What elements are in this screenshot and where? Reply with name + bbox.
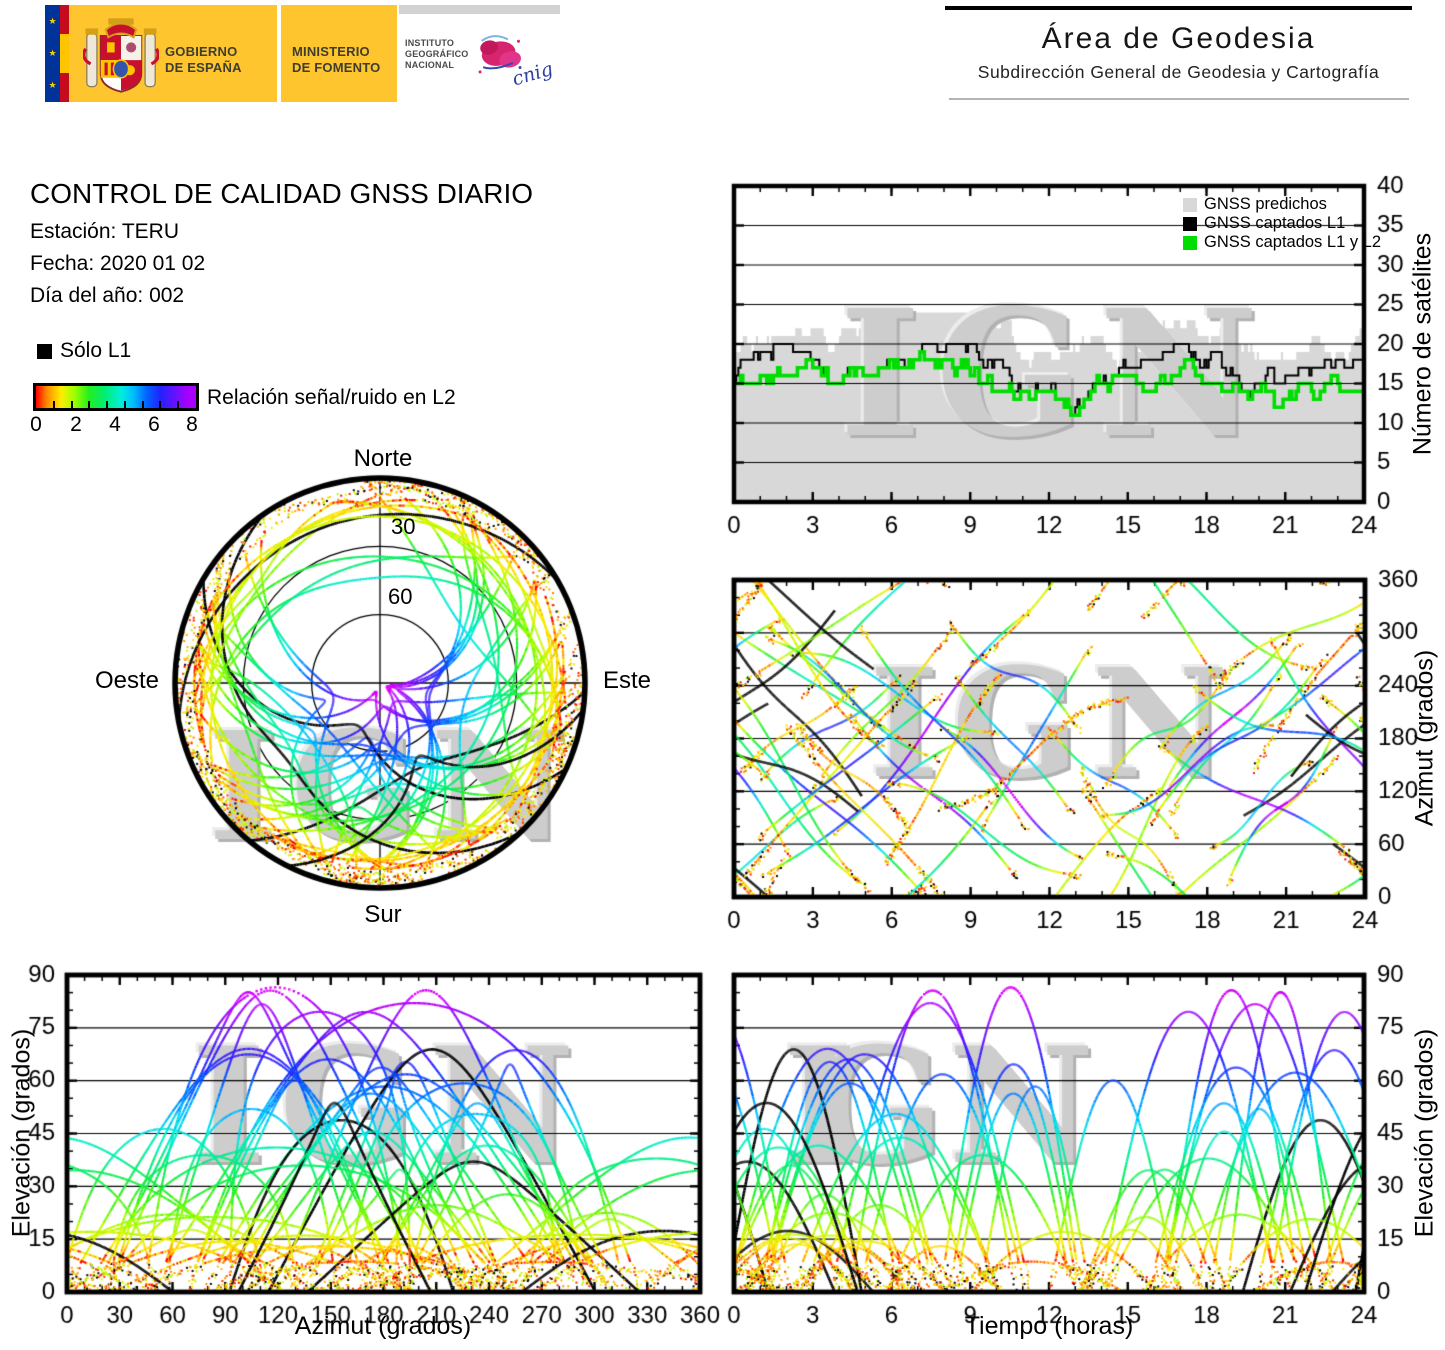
sky-ring30-label: 30 xyxy=(391,514,416,539)
eu-star-icon: ★ xyxy=(48,15,57,26)
instituto-line2: GEOGRÁFICO xyxy=(405,49,469,59)
colorbar-caption: Relación señal/ruido en L2 xyxy=(207,386,456,409)
colorbar-tick xyxy=(141,401,144,408)
colorbar-tick-label: 8 xyxy=(186,413,198,436)
colorbar-tick xyxy=(159,401,162,408)
gobierno-line1: GOBIERNO xyxy=(165,44,238,59)
solo-l1-label: Sólo L1 xyxy=(60,339,132,362)
legend-row-captados-l1l2: GNSS captados L1 y L2 xyxy=(1183,233,1381,252)
x-axis-title-azimuth: Azimut (grados) xyxy=(294,1312,472,1340)
colorbar-tick-label: 6 xyxy=(148,413,160,436)
legend-row-captados-l1: GNSS captados L1 xyxy=(1183,214,1381,233)
legend-label-captados-l1l2: GNSS captados L1 y L2 xyxy=(1204,233,1382,251)
flag-red-band xyxy=(60,73,69,102)
legend-swatch-captados-l1l2 xyxy=(1183,235,1197,250)
colorbar-tick-label: 4 xyxy=(109,413,121,436)
colorbar-tick xyxy=(70,401,73,408)
snr-colorbar xyxy=(33,383,199,411)
spain-flag-strip xyxy=(60,5,69,102)
header-rule-top xyxy=(945,6,1412,10)
legend-swatch-captados-l1 xyxy=(1183,216,1197,231)
colorbar-tick xyxy=(177,401,180,408)
colorbar-tick xyxy=(52,401,55,408)
legend-label-captados-l1: GNSS captados L1 xyxy=(1204,214,1346,232)
gobierno-panel: GOBIERNO DE ESPAÑA xyxy=(69,5,277,102)
colorbar-tick-label: 2 xyxy=(70,413,82,436)
report-title: CONTROL DE CALIDAD GNSS DIARIO xyxy=(30,178,534,209)
y-axis-title-elevation-right: Elevación (grados) xyxy=(1410,1028,1439,1238)
instituto-label: INSTITUTO GEOGRÁFICO NACIONAL xyxy=(405,38,469,71)
eu-star-icon: ★ xyxy=(48,47,57,58)
y-axis-title-satellites: Número de satélites xyxy=(1408,232,1437,456)
colorbar-tick xyxy=(106,401,109,408)
solo-l1-swatch xyxy=(37,344,52,359)
gobierno-line2: DE ESPAÑA xyxy=(165,60,242,75)
ministerio-line2: DE FOMENTO xyxy=(292,60,381,75)
ministerio-line1: MINISTERIO xyxy=(292,44,370,59)
ministerio-label: MINISTERIO DE FOMENTO xyxy=(292,44,380,76)
flag-yellow-band xyxy=(60,33,69,74)
subdireccion-subtitle: Subdirección General de Geodesia y Carto… xyxy=(977,62,1380,82)
ign-card-topline xyxy=(399,5,560,14)
y-axis-title-elevation-left: Elevación (grados) xyxy=(7,1028,36,1238)
flag-red-band xyxy=(60,5,69,34)
instituto-line1: INSTITUTO xyxy=(405,38,455,48)
sky-label-south: Sur xyxy=(364,901,402,928)
ministerio-panel: MINISTERIO DE FOMENTO xyxy=(281,5,397,102)
legend-swatch-predichos xyxy=(1183,197,1197,212)
cnig-logo-icon: cnig xyxy=(478,35,555,90)
doy-line: Día del año: 002 xyxy=(30,284,185,307)
colorbar-tick xyxy=(123,401,126,408)
gobierno-label: GOBIERNO DE ESPAÑA xyxy=(165,44,242,76)
header-rule-bottom xyxy=(949,98,1409,100)
y-axis-title-azimuth: Azimut (grados) xyxy=(1410,649,1439,827)
spain-coat-of-arms-icon xyxy=(83,18,159,93)
sky-label-west: Oeste xyxy=(94,667,160,694)
ign-card: INSTITUTO GEOGRÁFICO NACIONAL cnig xyxy=(399,5,560,102)
sky-label-north: Norte xyxy=(353,445,413,472)
colorbar-tick-label: 0 xyxy=(30,413,42,436)
colorbar-tick xyxy=(88,401,91,408)
instituto-line3: NACIONAL xyxy=(405,60,455,70)
eu-star-icon: ★ xyxy=(48,80,57,91)
legend-label-predichos: GNSS predichos xyxy=(1204,195,1327,213)
sky-label-east: Este xyxy=(602,667,652,694)
area-geodesia-title: Área de Geodesia xyxy=(1041,22,1316,55)
date-line: Fecha: 2020 01 02 xyxy=(30,252,206,275)
legend-row-predichos: GNSS predichos xyxy=(1183,195,1381,214)
sky-ring60-label: 60 xyxy=(388,584,413,609)
station-line: Estación: TERU xyxy=(30,220,179,243)
eu-flag-strip: ★ ★ ★ xyxy=(45,5,60,102)
x-axis-title-time: Tiempo (horas) xyxy=(964,1312,1134,1340)
satellite-count-legend: GNSS predichos GNSS captados L1 GNSS cap… xyxy=(1183,195,1381,252)
